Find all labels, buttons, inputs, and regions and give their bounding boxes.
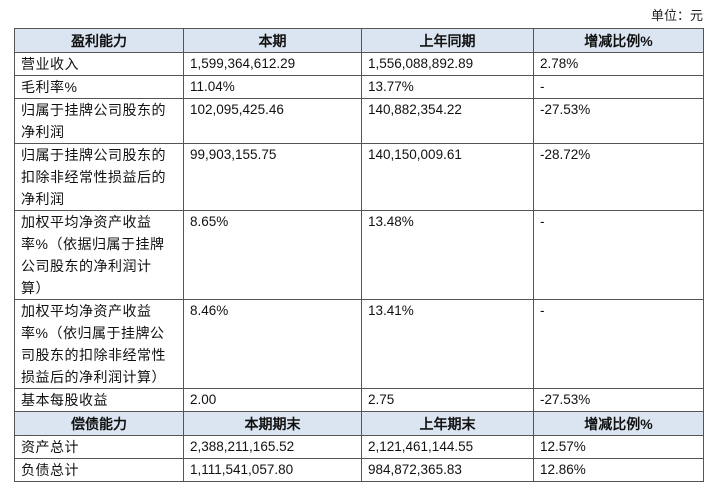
header-cell: 本期期末 — [183, 411, 362, 436]
label-line: 净利润 — [21, 191, 65, 207]
data-row: 加权平均净资产收益 率%（依据归属于挂牌 公司股东的净利润计 算） 8.65% 13.48… — [14, 210, 704, 300]
value-cell: 99,903,155.75 — [183, 143, 362, 211]
value-cell: 2,121,461,144.55 — [361, 435, 534, 459]
value-cell: 12.57% — [533, 435, 704, 459]
header-cell: 增减比例% — [533, 28, 704, 53]
value-cell: 11.04% — [183, 75, 362, 99]
header-cell: 本期 — [183, 28, 362, 53]
value-cell: 2.00 — [183, 388, 362, 412]
label-line: 公司股东的净利润计 — [21, 258, 152, 274]
row-label: 负债总计 — [14, 458, 184, 482]
row-label: 归属于挂牌公司股东的 净利润 — [14, 98, 184, 144]
row-label: 加权平均净资产收益 率%（依据归属于挂牌 公司股东的净利润计 算） — [14, 210, 184, 300]
data-row: 归属于挂牌公司股东的 净利润 102,095,425.46 140,882,354.2… — [14, 98, 704, 144]
value-cell: 8.46% — [183, 299, 362, 389]
label-line: 营业收入 — [21, 56, 79, 72]
header-cell: 盈利能力 — [14, 28, 184, 53]
label-line: 归属于挂牌公司股东的 — [21, 102, 166, 118]
label-line: 损益后的净利润计算） — [21, 369, 166, 385]
value-cell: 140,882,354.22 — [361, 98, 534, 144]
data-row: 归属于挂牌公司股东的 扣除非经常性损益后的 净利润 99,903,155.75 140,… — [14, 143, 704, 211]
value-cell: -27.53% — [533, 388, 704, 412]
label-line: 加权平均净资产收益 — [21, 303, 152, 319]
row-label: 资产总计 — [14, 435, 184, 459]
data-row: 资产总计 2,388,211,165.52 2,121,461,144.55 12.5… — [14, 435, 704, 459]
data-row: 营业收入 1,599,364,612.29 1,556,088,892.89 2.78… — [14, 52, 704, 76]
data-row: 负债总计 1,111,541,057.80 984,872,365.83 12.86% — [14, 458, 704, 482]
value-cell: 2.78% — [533, 52, 704, 76]
data-row: 毛利率% 11.04% 13.77% - — [14, 75, 704, 99]
label-line: 净利润 — [21, 124, 65, 140]
row-label: 归属于挂牌公司股东的 扣除非经常性损益后的 净利润 — [14, 143, 184, 211]
row-label: 毛利率% — [14, 75, 184, 99]
value-cell: 13.41% — [361, 299, 534, 389]
unit-label: 单位：元 — [650, 8, 703, 23]
value-cell: 13.77% — [361, 75, 534, 99]
label-line: 负债总计 — [21, 462, 79, 478]
label-line: 毛利率% — [21, 79, 78, 95]
label-line: 扣除非经常性损益后的 — [21, 169, 166, 185]
value-cell: - — [533, 75, 704, 99]
label-line: 加权平均净资产收益 — [21, 214, 152, 230]
label-line: 率%（依归属于挂牌公 — [21, 325, 165, 341]
value-cell: -28.72% — [533, 143, 704, 211]
header-cell: 偿债能力 — [14, 411, 184, 436]
label-line: 基本每股收益 — [21, 392, 108, 408]
value-cell: 1,111,541,057.80 — [183, 458, 362, 482]
value-cell: - — [533, 299, 704, 389]
row-label: 营业收入 — [14, 52, 184, 76]
value-cell: 2.75 — [361, 388, 534, 412]
header-cell: 增减比例% — [533, 411, 704, 436]
value-cell: 102,095,425.46 — [183, 98, 362, 144]
value-cell: -27.53% — [533, 98, 704, 144]
data-row: 基本每股收益 2.00 2.75 -27.53% — [14, 388, 704, 412]
value-cell: 12.86% — [533, 458, 704, 482]
label-line: 率%（依据归属于挂牌 — [21, 236, 165, 252]
label-line: 司股东的扣除非经常性 — [21, 347, 166, 363]
row-label: 加权平均净资产收益 率%（依归属于挂牌公 司股东的扣除非经常性 损益后的净利润计算） — [14, 299, 184, 389]
value-cell: - — [533, 210, 704, 300]
row-label: 基本每股收益 — [14, 388, 184, 412]
label-line: 算） — [21, 280, 50, 296]
value-cell: 984,872,365.83 — [361, 458, 534, 482]
data-row: 加权平均净资产收益 率%（依归属于挂牌公 司股东的扣除非经常性 损益后的净利润计算） 8… — [14, 299, 704, 389]
value-cell: 1,556,088,892.89 — [361, 52, 534, 76]
header-cell: 上年期末 — [361, 411, 534, 436]
header-cell: 上年同期 — [361, 28, 534, 53]
value-cell: 140,150,009.61 — [361, 143, 534, 211]
value-cell: 1,599,364,612.29 — [183, 52, 362, 76]
financial-table: 盈利能力 本期 上年同期 增减比例% 营业收入 1,599,364,612.29 1,556… — [14, 28, 704, 482]
value-cell: 2,388,211,165.52 — [183, 435, 362, 459]
label-line: 归属于挂牌公司股东的 — [21, 147, 166, 163]
label-line: 资产总计 — [21, 439, 79, 455]
header-row: 盈利能力 本期 上年同期 增减比例% — [14, 28, 704, 53]
header-row: 偿债能力 本期期末 上年期末 增减比例% — [14, 411, 704, 436]
value-cell: 8.65% — [183, 210, 362, 300]
value-cell: 13.48% — [361, 210, 534, 300]
